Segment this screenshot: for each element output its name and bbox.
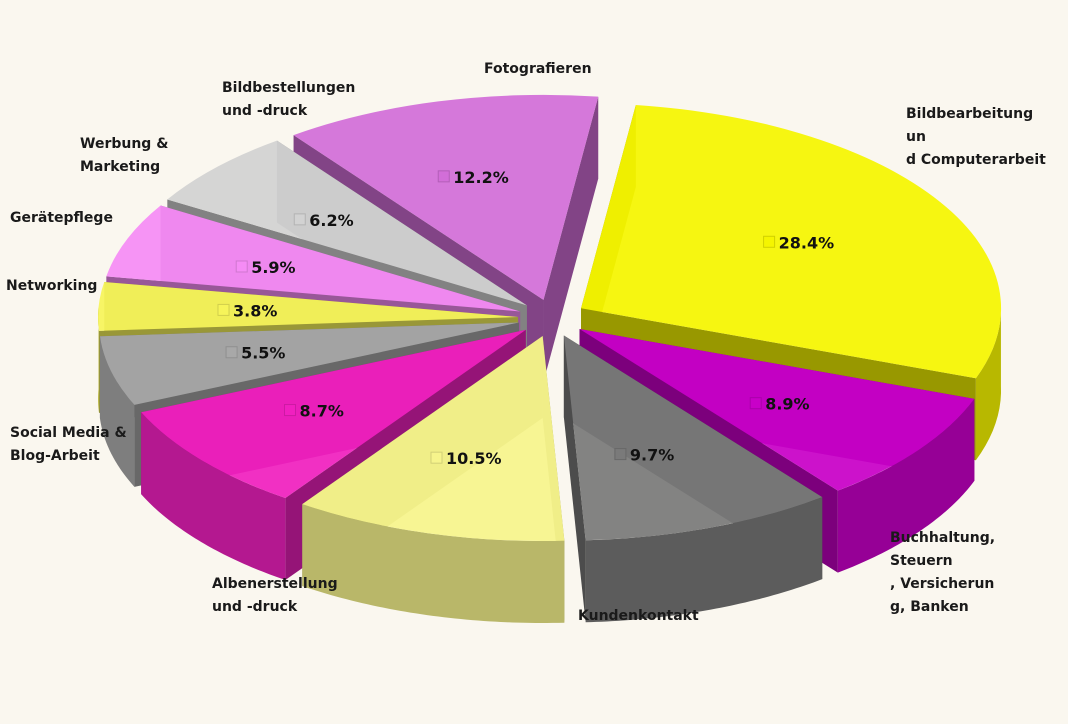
slice-swatch-8 (293, 213, 306, 226)
category-label-8: Bildbestellungen und -druck (222, 80, 355, 119)
slice-rim-4 (141, 412, 286, 580)
percent-label-6: 3.8% (233, 301, 277, 320)
category-label-6: Gerätepflege (10, 210, 113, 226)
slice-swatch-4 (284, 404, 297, 417)
slice-swatch-9 (437, 170, 450, 183)
percent-label-5: 5.5% (241, 344, 285, 363)
category-label-9: Fotografieren (484, 61, 592, 77)
percent-label-3: 10.5% (446, 449, 502, 468)
slice-rim-1 (837, 398, 975, 573)
percent-label-7: 5.9% (251, 258, 295, 277)
slice-1 (579, 328, 975, 491)
slice-wall-2-1 (563, 335, 586, 623)
slice-6 (98, 281, 519, 331)
slice-2 (563, 335, 823, 541)
category-label-1: Buchhaltung, Steuern, Versicherun g, Banke… (890, 530, 995, 615)
category-labels: Bildbearbeitung un d Computerarbeit Buchhal… (6, 61, 1046, 624)
percent-label-1: 8.9% (765, 395, 809, 414)
slice-rim-5 (99, 336, 135, 487)
category-label-5: Networking (6, 278, 97, 294)
slice-swatch-1 (749, 397, 762, 410)
slice-5 (99, 322, 519, 405)
slice-8 (167, 140, 527, 306)
percent-labels: 12.2% 6.2% 28.4% 5.9% 3.8% 5.5% 8.9% 8.7% 9.7% 10… (217, 168, 835, 468)
percent-label-4: 8.7% (300, 402, 344, 421)
category-label-7: Werbung & Marketing (80, 136, 168, 175)
slice-rim-6 (98, 307, 100, 413)
slice-9 (293, 94, 599, 300)
percent-label-8: 6.2% (309, 211, 353, 230)
category-label-4: Social Media & Blog-Arbeit (10, 425, 127, 464)
slice-rim-0 (975, 303, 1002, 461)
percent-label-0: 28.4% (779, 233, 835, 252)
slice-4 (141, 329, 526, 498)
slice-swatch-0 (763, 235, 776, 248)
slice-swatch-3 (430, 451, 443, 464)
slice-tops (98, 94, 1002, 541)
slice-swatch-7 (235, 260, 248, 273)
percent-label-2: 9.7% (630, 446, 674, 465)
category-label-3: Albenerstellung und -druck (212, 576, 338, 615)
slice-7 (106, 205, 521, 312)
slice-swatch-6 (217, 303, 230, 316)
slice-3 (302, 335, 565, 541)
slice-wall-9-1 (543, 96, 599, 382)
category-label-2: Kundenkontakt (578, 608, 699, 624)
category-label-0: Bildbearbeitung un d Computerarbeit (906, 106, 1046, 168)
slice-swatch-2 (614, 448, 627, 461)
slice-rim-3 (302, 504, 565, 623)
percent-label-9: 12.2% (453, 168, 509, 187)
slice-0 (581, 105, 1002, 379)
slice-rim-2 (585, 497, 823, 623)
slice-swatch-5 (225, 346, 238, 359)
